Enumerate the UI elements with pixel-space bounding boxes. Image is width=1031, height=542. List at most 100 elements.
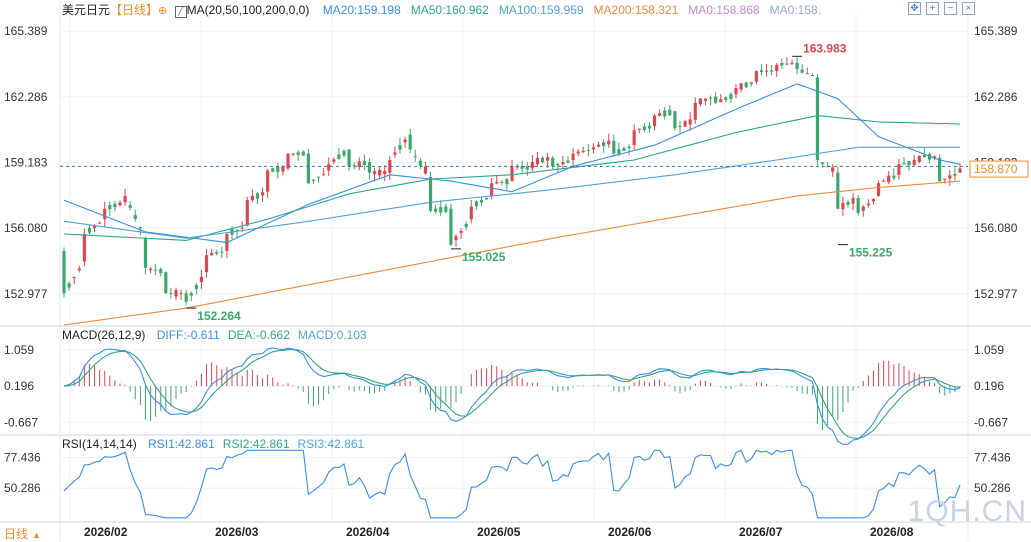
period-selector[interactable]: 日线 ▲ xyxy=(4,525,41,542)
macd-tick-right-0: 1.059 xyxy=(974,343,1004,357)
candle-36 xyxy=(245,196,249,227)
ma-settings-icon[interactable]: ╱ xyxy=(174,6,187,18)
move-icon[interactable]: ✥ xyxy=(908,2,921,15)
candle-body-14 xyxy=(133,215,137,219)
macd-tick-left-0: 1.059 xyxy=(4,343,34,357)
candle-body-2 xyxy=(72,277,76,279)
candle-body-167 xyxy=(912,159,916,166)
candle-body-27 xyxy=(199,276,204,283)
candle-body-145 xyxy=(800,69,804,73)
candle-5 xyxy=(87,224,92,235)
candle-body-19 xyxy=(159,269,163,274)
macd-values: DIFF:-0.611 DEA:-0.662 MACD:0.103 xyxy=(149,328,367,342)
price-tick-left-1: 162.286 xyxy=(4,90,48,104)
candle-body-36 xyxy=(245,200,249,226)
ma-value-0: MA20:159.198 xyxy=(322,3,401,17)
candle-104 xyxy=(591,143,596,154)
rsi-tick-right-1: 50.286 xyxy=(974,481,1011,495)
candle-body-24 xyxy=(184,293,188,302)
candle-body-171 xyxy=(932,156,937,159)
refresh-icon[interactable]: ⊕ xyxy=(158,5,168,17)
ma-line-ma100 xyxy=(63,146,960,239)
close-icon[interactable]: × xyxy=(962,2,975,15)
candle-body-113 xyxy=(637,128,641,130)
candle-151 xyxy=(831,164,835,177)
candle-145 xyxy=(800,64,804,74)
candle-87 xyxy=(505,178,509,190)
candle-body-26 xyxy=(194,284,198,289)
candle-142 xyxy=(785,57,789,65)
candle-body-29 xyxy=(210,252,214,256)
candle-body-90 xyxy=(520,165,524,169)
candle-158 xyxy=(866,199,870,208)
zoom-in-icon[interactable]: + xyxy=(926,2,939,15)
candle-106 xyxy=(602,139,606,153)
candle-93 xyxy=(535,151,540,168)
candle-body-13 xyxy=(128,205,132,208)
candle-body-78 xyxy=(459,230,463,233)
macd-title: MACD(26,12,9) xyxy=(62,328,146,342)
candle-body-92 xyxy=(530,162,534,169)
candle-2 xyxy=(72,276,76,285)
candle-body-104 xyxy=(591,147,596,150)
candle-body-47 xyxy=(301,151,305,156)
candle-body-148 xyxy=(815,77,820,160)
macd-value-0: DIFF:-0.611 xyxy=(156,328,220,342)
candle-body-103 xyxy=(586,150,590,152)
candle-body-38 xyxy=(255,193,260,199)
candle-39 xyxy=(260,187,265,202)
candle-body-60 xyxy=(367,162,372,173)
candle-70 xyxy=(418,157,422,170)
rsi-tick-right-0: 77.436 xyxy=(974,451,1011,465)
candle-135 xyxy=(749,81,753,87)
candle-body-11 xyxy=(118,202,122,206)
candle-67 xyxy=(403,136,407,148)
candle-68 xyxy=(408,128,412,154)
candle-body-15 xyxy=(138,227,142,229)
candle-81 xyxy=(474,200,478,210)
candle-body-93 xyxy=(535,157,540,165)
candle-107 xyxy=(607,133,611,148)
candle-120 xyxy=(673,110,677,131)
candle-body-121 xyxy=(678,126,682,128)
candle-body-12 xyxy=(123,195,127,203)
candle-160 xyxy=(876,180,881,197)
candle-body-74 xyxy=(439,206,443,213)
period-tag[interactable]: 【日线】 xyxy=(110,3,159,17)
candle-body-136 xyxy=(754,71,758,82)
candle-125 xyxy=(698,98,702,107)
price-tick-right-0: 165.389 xyxy=(974,24,1018,38)
candle-body-126 xyxy=(703,98,708,101)
candle-148 xyxy=(815,74,820,166)
macd-diff-line xyxy=(63,347,961,445)
candle-body-80 xyxy=(469,206,473,220)
candle-body-22 xyxy=(174,290,178,297)
candle-body-174 xyxy=(948,175,952,179)
candle-38 xyxy=(255,192,260,204)
candle-body-170 xyxy=(927,154,932,160)
candle-body-165 xyxy=(902,163,906,165)
chevron-up-icon: ▲ xyxy=(32,530,41,540)
candle-body-41 xyxy=(271,168,275,172)
macd-tick-left-1: 0.196 xyxy=(4,379,34,393)
candle-body-85 xyxy=(495,182,499,184)
candle-body-118 xyxy=(663,110,667,117)
annotation-high: 163.983 xyxy=(803,41,847,55)
candle-50 xyxy=(316,176,321,183)
candle-body-43 xyxy=(281,166,285,172)
candle-159 xyxy=(871,198,876,205)
candle-31 xyxy=(220,246,224,258)
candle-11 xyxy=(118,200,122,207)
candle-140 xyxy=(775,62,779,77)
candle-body-106 xyxy=(602,142,606,147)
candle-97 xyxy=(556,162,560,173)
candle-165 xyxy=(902,157,906,165)
candle-108 xyxy=(612,134,616,157)
candle-body-64 xyxy=(388,159,392,173)
zoom-out-icon[interactable]: − xyxy=(944,2,957,15)
candle-146 xyxy=(805,67,809,75)
candle-32 xyxy=(225,232,229,259)
macd-value-2: MACD:0.103 xyxy=(297,328,367,342)
candle-110 xyxy=(622,146,626,152)
candle-body-86 xyxy=(500,181,504,183)
